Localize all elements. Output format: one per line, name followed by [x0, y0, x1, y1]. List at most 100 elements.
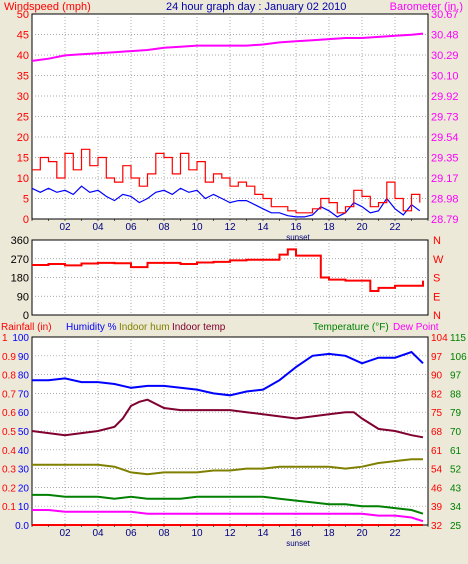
x-tick-label: 20 [356, 528, 368, 539]
x-tick-label: 16 [290, 528, 302, 539]
indoor-temp-tick-label: 39 [431, 502, 443, 513]
temperature-tick-label: 115 [450, 333, 466, 344]
wind-barometer-panel: 5045403530252015105030.6730.4830.2930.10… [4, 1, 463, 242]
indoor-temp-tick-label: 61 [431, 446, 443, 457]
humidity-tick-label: 100 [12, 333, 29, 344]
series-line [32, 493, 424, 515]
temperature-tick-label: 34 [450, 502, 462, 513]
temperature-label: Temperature (°F) [313, 322, 389, 333]
chart-title: 24 hour graph day : January 02 2010 [166, 1, 346, 13]
y-tick-label-left: 0 [23, 310, 29, 322]
series-line [32, 509, 424, 523]
humidity-tick-label: 30 [18, 465, 30, 476]
sunset-label-bottom: sunset [286, 539, 310, 548]
rain-tick-label: 0.4 [2, 446, 16, 457]
y-tick-label-right: S [433, 273, 440, 285]
y-tick-label-left: 30 [17, 91, 29, 103]
rain-tick-label: 0.8 [2, 371, 16, 382]
y-tick-label-right: 29.35 [431, 153, 459, 165]
sunset-label-top: sunset [286, 233, 310, 242]
x-tick-label: 08 [158, 222, 170, 233]
x-tick-label: 06 [125, 222, 137, 233]
indoor-temp-tick-label: 46 [431, 483, 443, 494]
y-tick-label-right: N [433, 235, 441, 247]
series-line [31, 32, 424, 62]
indoor-temp-tick-label: 104 [431, 333, 448, 344]
indoor-temp-tick-label: 68 [431, 427, 443, 438]
y-tick-label-right: E [433, 291, 440, 303]
barometer-axis-label: Barometer (in.) [390, 1, 463, 13]
temperature-tick-label: 43 [450, 483, 462, 494]
humidity-tick-label: 50 [18, 427, 30, 438]
temperature-tick-label: 61 [450, 446, 462, 457]
x-tick-label: 10 [191, 528, 203, 539]
series-line [32, 148, 421, 214]
x-tick-label: 14 [257, 222, 269, 233]
indoor-temp-tick-label: 90 [431, 371, 443, 382]
y-tick-label-right: 29.73 [431, 112, 459, 124]
x-tick-label: 22 [389, 528, 401, 539]
x-tick-label: 20 [356, 222, 368, 233]
y-tick-label-left: 35 [17, 71, 29, 83]
rain-tick-label: 0.1 [2, 502, 16, 513]
indoor-temp-label: Indoor temp [172, 322, 226, 333]
y-tick-label-right: 30.67 [431, 9, 459, 21]
x-tick-label: 04 [92, 528, 104, 539]
y-tick-label-right: W [433, 254, 444, 266]
temperature-tick-label: 70 [450, 427, 462, 438]
wind-direction-series [32, 248, 424, 292]
windspeed-axis-label: Windspeed (mph) [4, 1, 91, 13]
humidity-temperature-grid [32, 337, 428, 525]
y-tick-label-right: 28.98 [431, 194, 459, 206]
x-tick-label: 18 [323, 528, 335, 539]
y-tick-label-right: 29.17 [431, 173, 459, 185]
temperature-tick-label: 88 [450, 389, 462, 400]
humidity-temperature-panel: 1 0.9 0.8 0.7 0.6 0.5 0.4 0.3 0.2 0.1 100 90 80 70 60 5… [1, 322, 467, 548]
humidity-tick-label: 90 [18, 352, 30, 363]
x-tick-label: 02 [59, 528, 71, 539]
x-tick-label: 12 [224, 222, 236, 233]
indoor-temp-tick-label: 97 [431, 352, 443, 363]
x-tick-label: 08 [158, 528, 170, 539]
indoor-temp-tick-label: 54 [431, 465, 443, 476]
indoor-temp-tick-label: 32 [431, 521, 443, 532]
y-tick-label-right: 30.10 [431, 71, 459, 83]
x-tick-label: 10 [191, 222, 203, 233]
rainfall-label: Rainfall (in) [1, 322, 52, 333]
temperature-tick-label: 52 [450, 465, 462, 476]
y-tick-label-left: 15 [17, 153, 29, 165]
humidity-temperature-series [31, 350, 424, 526]
y-tick-label-left: 90 [17, 291, 29, 303]
y-tick-label-right: 30.48 [431, 30, 459, 42]
series-line [32, 248, 424, 292]
rain-tick-label: 1 [2, 333, 8, 344]
rain-tick-label: 0.2 [2, 483, 16, 494]
y-tick-label-left: 180 [11, 273, 29, 285]
rain-tick-label: 0.9 [2, 352, 16, 363]
y-tick-label-left: 25 [17, 112, 29, 124]
humidity-tick-label: 20 [18, 483, 30, 494]
y-tick-label-right: 28.79 [431, 214, 459, 226]
x-tick-label: 04 [92, 222, 104, 233]
y-tick-label-left: 0 [23, 214, 29, 226]
y-tick-label-left: 50 [17, 9, 29, 21]
x-tick-label: 16 [290, 222, 302, 233]
series-line [32, 458, 423, 476]
dew-point-label: Dew Point [393, 322, 439, 333]
y-tick-label-left: 40 [17, 50, 29, 62]
wind-barometer-axes: 5045403530252015105030.6730.4830.2930.10… [17, 9, 459, 233]
series-line [31, 185, 421, 218]
y-tick-label-right: N [433, 310, 441, 322]
temperature-tick-label: 25 [450, 521, 462, 532]
series-line [31, 398, 424, 439]
temperature-tick-label: 79 [450, 408, 462, 419]
rain-tick-label: 0.3 [2, 465, 16, 476]
rain-tick-label: 0.7 [2, 389, 16, 400]
indoor-temp-tick-label: 75 [431, 408, 443, 419]
x-tick-label: 14 [257, 528, 269, 539]
series-line [32, 350, 424, 397]
rain-tick-label: 0.5 [2, 427, 16, 438]
humidity-tick-label: 40 [18, 446, 30, 457]
temperature-tick-label: 97 [450, 371, 462, 382]
